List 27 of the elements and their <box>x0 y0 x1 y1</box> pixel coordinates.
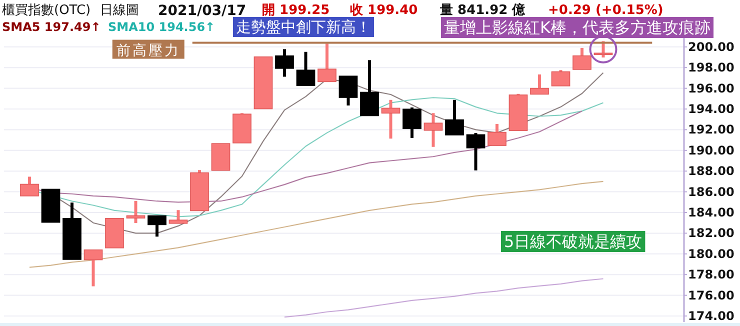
text: SMA5 197.49↑ <box>2 20 101 34</box>
text: 量增上影線紅K棒，代表多方進攻痕跡 <box>444 18 710 37</box>
text: 走勢盤中創下新高！ <box>236 18 371 36</box>
y-tick-label: 196.00 <box>688 81 734 96</box>
chart-title: 櫃買指數(OTC) <box>2 3 91 18</box>
text: 2021/03/17 <box>158 3 246 19</box>
y-tick-label: 184.00 <box>688 206 734 220</box>
y-tick-label: 190.00 <box>688 143 734 158</box>
y-tick-label: 178.00 <box>688 268 734 282</box>
y-tick-label: 180.00 <box>688 246 734 261</box>
text: 量 841.92 億 <box>439 2 526 18</box>
text: 開 199.25 <box>262 3 330 18</box>
y-tick-label: 174.00 <box>688 308 734 323</box>
y-tick-label: 194.00 <box>688 102 734 116</box>
chart-subtitle: 日線圖 <box>100 3 139 18</box>
annotation: 5日線不破就是續攻 <box>504 232 642 251</box>
ref-line-label: 前高壓力 <box>116 42 180 59</box>
y-tick-label: 200.00 <box>688 40 734 54</box>
y-tick-label: 182.00 <box>688 226 734 240</box>
y-tick-label: 176.00 <box>688 288 734 302</box>
text: 收 199.40 <box>350 3 418 18</box>
y-tick-label: 192.00 <box>688 122 734 137</box>
y-tick-label: 186.00 <box>688 184 734 199</box>
y-tick-label: 188.00 <box>688 164 734 178</box>
text: SMA10 194.56↑ <box>108 20 216 34</box>
y-tick-label: 198.00 <box>688 60 734 75</box>
text: +0.29 (+0.15%) <box>548 3 664 18</box>
